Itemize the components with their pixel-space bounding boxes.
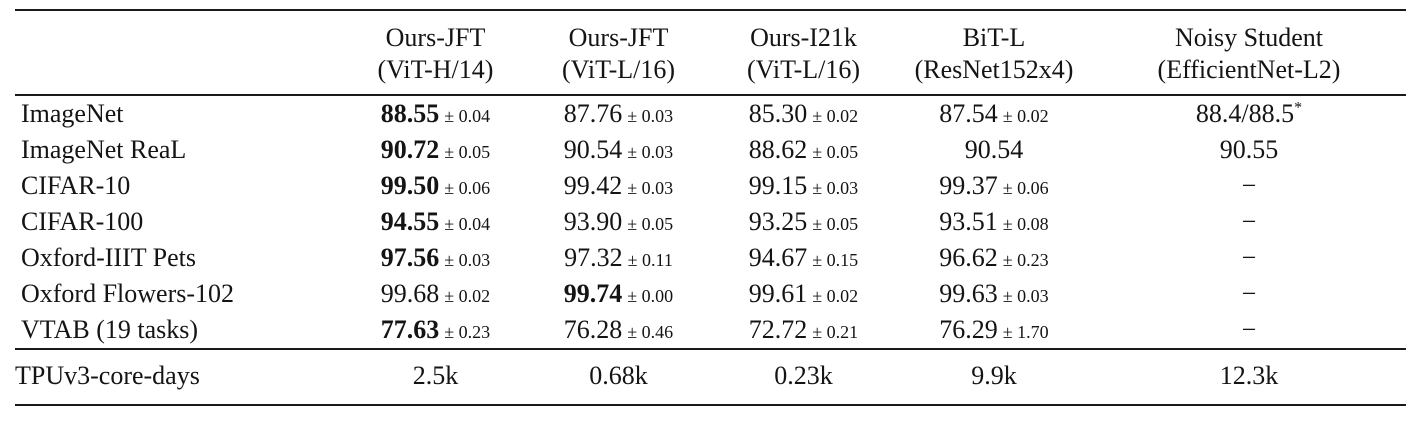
value-cell: 97.32 ± 0.11 xyxy=(564,243,673,273)
value-cell: 93.51 ± 0.08 xyxy=(939,207,1049,237)
corner-cell xyxy=(15,10,345,95)
table-row-cifar10: CIFAR-10 99.50 ± 0.06 99.42 ± 0.03 99.15 ± … xyxy=(15,168,1406,204)
value-cell: 88.62 ± 0.05 xyxy=(748,135,859,165)
value-cell: 99.63 ± 0.03 xyxy=(939,279,1049,309)
value-cell: − xyxy=(1241,207,1257,237)
value-cell: 94.55 ± 0.04 xyxy=(380,207,491,237)
value-cell: 0.23k xyxy=(774,361,833,391)
column-header-bit-l: BiT-L (ResNet152x4) xyxy=(896,10,1092,95)
row-label: ImageNet xyxy=(21,99,124,129)
column-subtitle: (EfficientNet-L2) xyxy=(1157,54,1341,84)
row-label: CIFAR-100 xyxy=(21,207,144,237)
row-label: Oxford-IIIT Pets xyxy=(21,243,196,273)
row-label: Oxford Flowers-102 xyxy=(21,279,235,309)
value-cell: 90.55 xyxy=(1219,135,1279,165)
value-cell: 76.29 ± 1.70 xyxy=(939,315,1049,345)
table-row-imagenet: ImageNet 88.55 ± 0.04 87.76 ± 0.03 85.30 ± … xyxy=(15,95,1406,132)
column-title: Ours-JFT xyxy=(568,23,669,52)
value-cell: 88.55 ± 0.04 xyxy=(380,99,491,129)
row-label: CIFAR-10 xyxy=(21,171,131,201)
table-row-oxford-flowers: Oxford Flowers-102 99.68 ± 0.02 99.74 ± 0.… xyxy=(15,276,1406,312)
table-row-imagenet-real: ImageNet ReaL 90.72 ± 0.05 90.54 ± 0.03 88… xyxy=(15,132,1406,168)
column-title: Ours-I21k xyxy=(750,23,857,52)
value-cell: 87.54 ± 0.02 xyxy=(939,99,1049,129)
value-cell: 99.42 ± 0.03 xyxy=(563,171,674,201)
column-header-ours-jft-l16: Ours-JFT (ViT-L/16) xyxy=(526,10,711,95)
footnote-asterisk: * xyxy=(1294,99,1303,117)
table-header: Ours-JFT (ViT-H/14) Ours-JFT (ViT-L/16) … xyxy=(15,10,1406,96)
table-row-oxford-pets: Oxford-IIIT Pets 97.56 ± 0.03 97.32 ± 0.11… xyxy=(15,240,1406,276)
value-cell: 99.37 ± 0.06 xyxy=(939,171,1049,201)
value-cell: 99.15 ± 0.03 xyxy=(748,171,859,201)
value-cell: 9.9k xyxy=(971,361,1017,391)
column-title: Noisy Student xyxy=(1174,23,1324,52)
table-footer: TPUv3-core-days 2.5k 0.68k 0.23k 9.9k 12… xyxy=(15,349,1406,405)
value-cell: 90.54 ± 0.03 xyxy=(563,135,674,165)
value-cell: 0.68k xyxy=(589,361,648,391)
value-cell: − xyxy=(1241,171,1257,201)
value-cell: 85.30 ± 0.02 xyxy=(748,99,859,129)
row-label: VTAB (19 tasks) xyxy=(21,315,199,345)
column-subtitle: (ViT-L/16) xyxy=(561,54,675,84)
table-body: ImageNet 88.55 ± 0.04 87.76 ± 0.03 85.30 ± … xyxy=(15,95,1406,350)
value-cell: 93.90 ± 0.05 xyxy=(563,207,674,237)
value-cell: 99.68 ± 0.02 xyxy=(380,279,491,309)
value-cell: 99.74 ± 0.00 xyxy=(563,279,674,309)
value-cell: 93.25 ± 0.05 xyxy=(748,207,859,237)
value-cell: 72.72 ± 0.21 xyxy=(748,315,859,345)
column-header-noisy-student: Noisy Student (EfficientNet-L2) xyxy=(1092,10,1406,95)
value-cell: 97.56 ± 0.03 xyxy=(380,243,491,273)
column-header-ours-i21k: Ours-I21k (ViT-L/16) xyxy=(711,10,896,95)
results-table: Ours-JFT (ViT-H/14) Ours-JFT (ViT-L/16) … xyxy=(15,9,1406,407)
value-cell: 76.28 ± 0.46 xyxy=(563,315,674,345)
table-row-tpu-days: TPUv3-core-days 2.5k 0.68k 0.23k 9.9k 12… xyxy=(15,349,1406,405)
table-row-cifar100: CIFAR-100 94.55 ± 0.04 93.90 ± 0.05 93.25 ±… xyxy=(15,204,1406,240)
column-subtitle: (ResNet152x4) xyxy=(914,54,1074,84)
value-cell: − xyxy=(1241,315,1257,345)
value-cell: 90.54 xyxy=(964,135,1024,165)
value-cell: 90.72 ± 0.05 xyxy=(380,135,491,165)
value-cell: 96.62 ± 0.23 xyxy=(939,243,1049,273)
value-cell: 88.4/88.5* xyxy=(1195,99,1303,129)
column-title: BiT-L xyxy=(962,23,1026,52)
value-cell: 94.67 ± 0.15 xyxy=(748,243,859,273)
value-cell: − xyxy=(1241,279,1257,309)
value-cell: 77.63 ± 0.23 xyxy=(380,315,491,345)
header-row: Ours-JFT (ViT-H/14) Ours-JFT (ViT-L/16) … xyxy=(15,10,1406,96)
column-header-ours-jft-h14: Ours-JFT (ViT-H/14) xyxy=(345,10,526,95)
value-cell: 99.50 ± 0.06 xyxy=(380,171,491,201)
value-cell: 2.5k xyxy=(412,361,459,391)
column-title: Ours-JFT xyxy=(385,23,486,52)
value-cell: 99.61 ± 0.02 xyxy=(748,279,859,309)
value-cell: − xyxy=(1241,243,1257,273)
column-subtitle: (ViT-H/14) xyxy=(377,54,494,84)
value-cell: 87.76 ± 0.03 xyxy=(563,99,674,129)
table-row-vtab: VTAB (19 tasks) 77.63 ± 0.23 76.28 ± 0.46 … xyxy=(15,312,1406,350)
row-label: ImageNet ReaL xyxy=(21,135,187,165)
column-subtitle: (ViT-L/16) xyxy=(746,54,860,84)
value-cell: 12.3k xyxy=(1219,361,1279,391)
paper-table-figure: Ours-JFT (ViT-H/14) Ours-JFT (ViT-L/16) … xyxy=(15,9,1406,407)
row-label: TPUv3-core-days xyxy=(15,361,200,391)
